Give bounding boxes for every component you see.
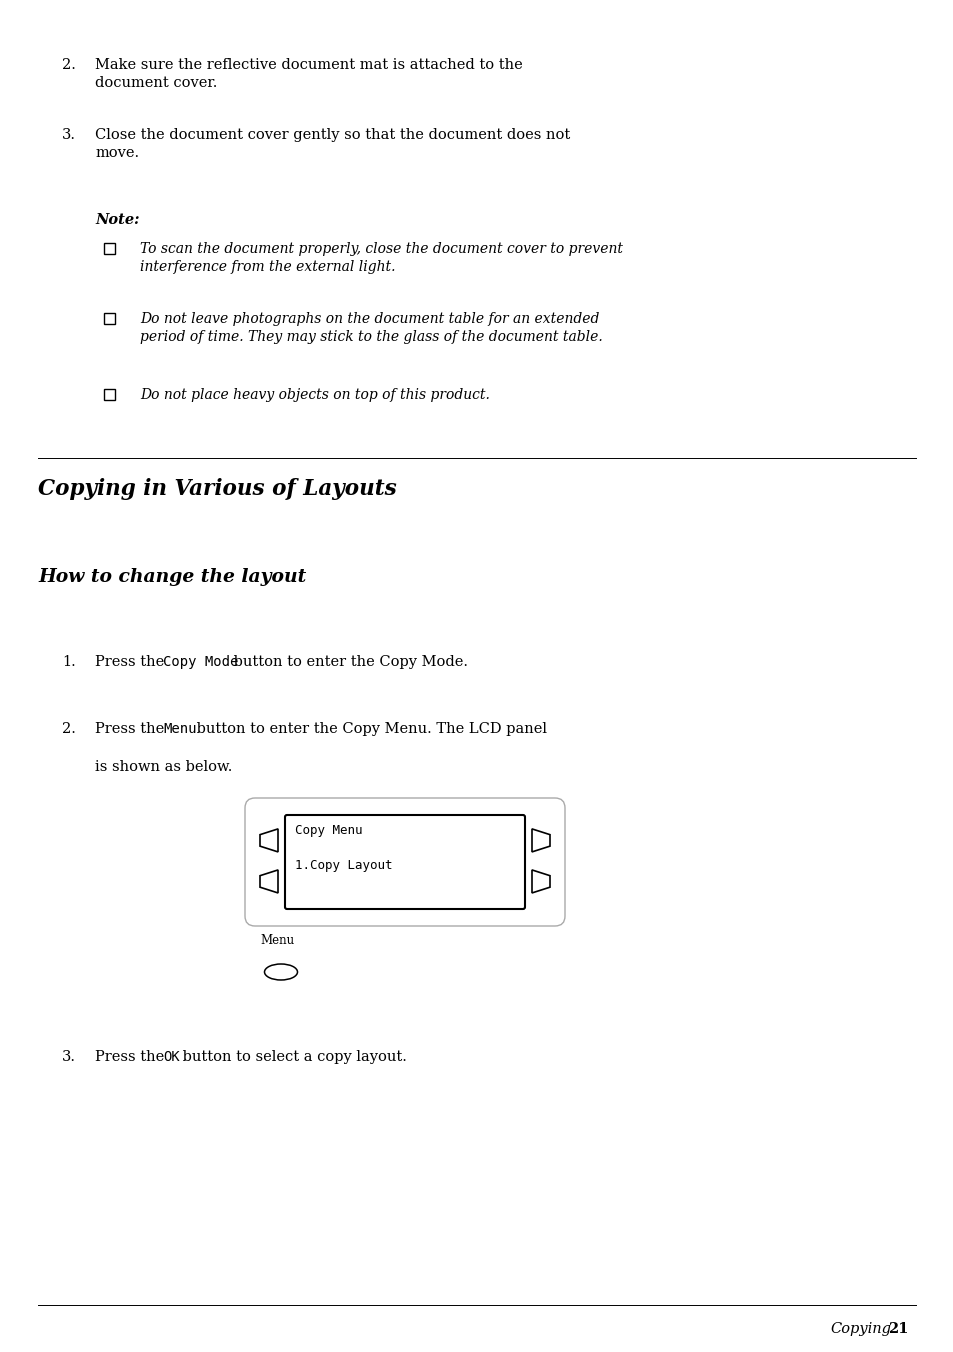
Text: Close the document cover gently so that the document does not
move.: Close the document cover gently so that … bbox=[95, 128, 570, 161]
Text: Copying: Copying bbox=[829, 1322, 890, 1336]
Text: 2.: 2. bbox=[62, 722, 76, 735]
Text: OK: OK bbox=[163, 1051, 179, 1064]
Text: To scan the document properly, close the document cover to prevent
interference : To scan the document properly, close the… bbox=[140, 242, 622, 274]
Bar bbox=[103, 389, 114, 400]
FancyBboxPatch shape bbox=[285, 815, 524, 909]
Text: button to select a copy layout.: button to select a copy layout. bbox=[177, 1051, 406, 1064]
Text: Press the: Press the bbox=[95, 654, 169, 669]
Text: 21: 21 bbox=[887, 1322, 907, 1336]
Text: 3.: 3. bbox=[62, 1051, 76, 1064]
Text: Copy Menu: Copy Menu bbox=[294, 823, 362, 837]
Text: Press the: Press the bbox=[95, 1051, 169, 1064]
Bar bbox=[103, 243, 114, 254]
Text: button to enter the Copy Mode.: button to enter the Copy Mode. bbox=[229, 654, 467, 669]
Text: button to enter the Copy Menu. The LCD panel: button to enter the Copy Menu. The LCD p… bbox=[192, 722, 547, 735]
Text: Press the: Press the bbox=[95, 722, 169, 735]
Polygon shape bbox=[260, 829, 277, 852]
Text: Copying in Various of Layouts: Copying in Various of Layouts bbox=[38, 479, 396, 500]
Polygon shape bbox=[532, 829, 550, 852]
Text: Menu: Menu bbox=[163, 722, 196, 735]
Polygon shape bbox=[532, 869, 550, 892]
Text: How to change the layout: How to change the layout bbox=[38, 568, 306, 585]
Text: 1.Copy Layout: 1.Copy Layout bbox=[294, 859, 392, 872]
Polygon shape bbox=[260, 869, 277, 892]
Text: Make sure the reflective document mat is attached to the
document cover.: Make sure the reflective document mat is… bbox=[95, 58, 522, 91]
Bar bbox=[103, 314, 114, 324]
Text: is shown as below.: is shown as below. bbox=[95, 760, 233, 773]
Text: 1.: 1. bbox=[62, 654, 75, 669]
Text: Note:: Note: bbox=[95, 214, 139, 227]
Text: 3.: 3. bbox=[62, 128, 76, 142]
Text: 2.: 2. bbox=[62, 58, 76, 72]
Text: Menu: Menu bbox=[260, 934, 294, 946]
Text: Do not place heavy objects on top of this product.: Do not place heavy objects on top of thi… bbox=[140, 388, 489, 402]
Ellipse shape bbox=[264, 964, 297, 980]
Text: Do not leave photographs on the document table for an extended
period of time. T: Do not leave photographs on the document… bbox=[140, 312, 602, 345]
FancyBboxPatch shape bbox=[245, 798, 564, 926]
Text: Copy Mode: Copy Mode bbox=[163, 654, 238, 669]
